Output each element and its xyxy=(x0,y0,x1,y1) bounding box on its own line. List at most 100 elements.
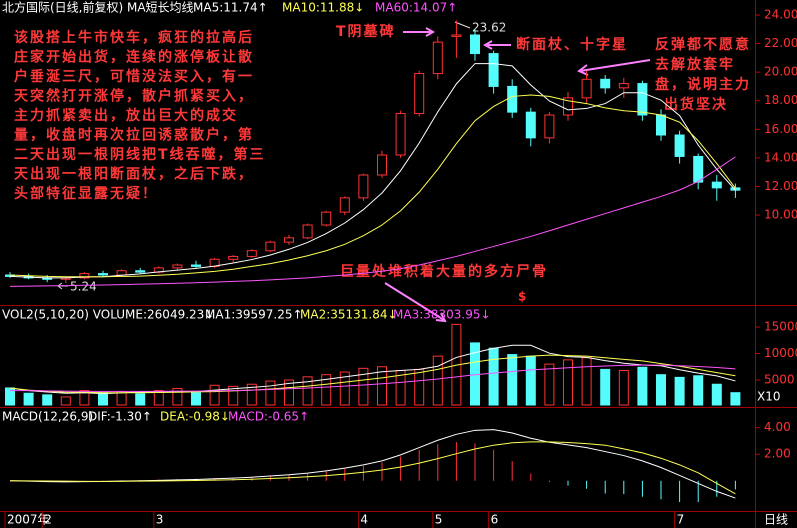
volume-bar xyxy=(581,357,592,406)
volume-bar xyxy=(600,368,611,406)
legend-entry: MA3:38303.95↓ xyxy=(393,308,491,322)
story-line: 天突然打开涨停，散户抓紧买入， xyxy=(14,88,254,105)
volume-bar xyxy=(730,392,741,406)
candle-body xyxy=(563,97,573,116)
candle-body xyxy=(544,114,555,139)
volume-bar xyxy=(507,354,518,406)
candle-body xyxy=(228,255,239,260)
y-tick-label: 2.00 xyxy=(764,447,791,461)
candle-body xyxy=(172,264,183,269)
legend-entry: MA10:11.88↓ xyxy=(282,1,364,15)
candle-body xyxy=(618,83,629,89)
x-tick-label: 7 xyxy=(677,513,685,527)
volume-bar xyxy=(302,376,313,406)
x-tick-label: 5 xyxy=(435,513,443,527)
candle-body xyxy=(637,83,648,116)
y-tick-label: 10.00 xyxy=(764,208,797,222)
low-label: 5.24 xyxy=(70,280,97,294)
candle-body xyxy=(358,174,369,199)
ma-line xyxy=(9,441,736,495)
legend-entry: MA5:11.74↑ xyxy=(193,1,268,15)
volume-bar xyxy=(711,383,722,406)
x-tick-label: 2007年 xyxy=(7,513,50,527)
volume-bar xyxy=(637,366,648,406)
candle-body xyxy=(339,197,350,213)
y-tick-label: 5000 xyxy=(764,373,795,387)
volume-bar xyxy=(228,385,239,406)
story-line: 量，收盘时再次拉回诱惑散户，第 xyxy=(14,127,254,144)
story-line: 该股搭上牛市快车，疯狂的拉高后 xyxy=(14,29,254,46)
high-label: 23.62 xyxy=(472,21,506,35)
panel-title: VOL2(5,10,20) VOLUME:26049.23↓ xyxy=(2,308,214,322)
arrow-head xyxy=(435,312,447,323)
ma-line xyxy=(9,156,736,287)
y-tick-label: 22.00 xyxy=(764,36,797,50)
ma-line xyxy=(9,94,736,278)
x-tick-label: 4 xyxy=(360,513,368,527)
volume-bar xyxy=(693,375,704,406)
candle-body xyxy=(432,41,443,75)
volume-bar xyxy=(209,384,220,406)
candle-body xyxy=(581,78,592,99)
rebound-note: 盘，说明主力 xyxy=(655,76,751,93)
panel-title: MACD(12,26,9) xyxy=(2,410,93,424)
y-tick-label: 20.00 xyxy=(764,65,797,79)
volume-bar xyxy=(339,371,350,406)
candle-body xyxy=(600,78,611,89)
ma-line xyxy=(10,364,736,392)
marker: $ xyxy=(518,290,526,304)
volume-bar xyxy=(60,396,71,406)
candle-body xyxy=(414,73,425,115)
volume-bar xyxy=(488,347,499,406)
legend-entry: MACD:-0.65↑ xyxy=(228,410,309,424)
volume-bar xyxy=(172,387,183,406)
legend-entry: MA2:35131.84↓ xyxy=(300,308,398,322)
story-line: 主力抓紧卖出，放出巨大的成交 xyxy=(14,107,238,124)
volume-note: 巨量处堆积着大量的多方尸骨 xyxy=(340,263,548,280)
rebound-note: 去解放套牢 xyxy=(655,56,735,73)
volume-bar xyxy=(79,390,90,406)
candle-body xyxy=(79,273,90,279)
annotations: 该股搭上牛市快车，疯狂的拉高后 庄家开始出货，连续的涨停板让散 户垂涎三尺，可惜… xyxy=(14,21,788,527)
arrow-head xyxy=(425,27,436,37)
volume-bar xyxy=(358,367,369,406)
cross-note: 断面杖、十字星 xyxy=(516,36,628,53)
y-tick-label: 15000 xyxy=(764,320,797,334)
story-line: 天出现一根阳断面杖，之后下跌， xyxy=(14,166,254,183)
y-tick-label: 10000 xyxy=(764,346,797,360)
volume-bar xyxy=(246,383,257,406)
candle-body xyxy=(711,181,722,189)
candle-body xyxy=(246,250,257,257)
x-tick-label: 6 xyxy=(491,513,499,527)
candle-body xyxy=(525,111,536,139)
y-tick-label: 16.00 xyxy=(764,122,797,136)
candle-body xyxy=(693,155,704,183)
rebound-note: 出货坚决 xyxy=(664,96,728,113)
tomb-note: T阴墓碑 xyxy=(336,23,396,40)
candle-body xyxy=(470,34,480,55)
candle-body xyxy=(395,113,406,156)
volume-bar xyxy=(377,366,387,406)
story-line: 二天出现一根阴线把T线吞噬，第三 xyxy=(14,146,266,163)
candle-body xyxy=(377,154,387,176)
rebound-note: 反弹都不愿意 xyxy=(655,36,751,53)
candle-body xyxy=(488,53,499,87)
candle-body xyxy=(284,237,294,243)
volume-bar xyxy=(135,393,146,406)
story-line: 头部特征显露无疑！ xyxy=(14,185,158,202)
volume-bar xyxy=(321,374,332,406)
candle-body xyxy=(321,211,332,226)
y-tick-label: 24.00 xyxy=(764,8,797,22)
legend-entry: DEA:-0.98↓ xyxy=(160,410,230,424)
volume-bar xyxy=(544,363,555,406)
high-pointer xyxy=(454,21,471,29)
candle-body xyxy=(451,34,462,37)
candle-body xyxy=(116,270,127,276)
volume-bar xyxy=(656,374,666,406)
story-line: 庄家开始出货，连续的涨停板让散 xyxy=(14,49,254,66)
legend-entry: MA60:14.07↑ xyxy=(375,1,457,15)
candle-body xyxy=(674,134,685,157)
